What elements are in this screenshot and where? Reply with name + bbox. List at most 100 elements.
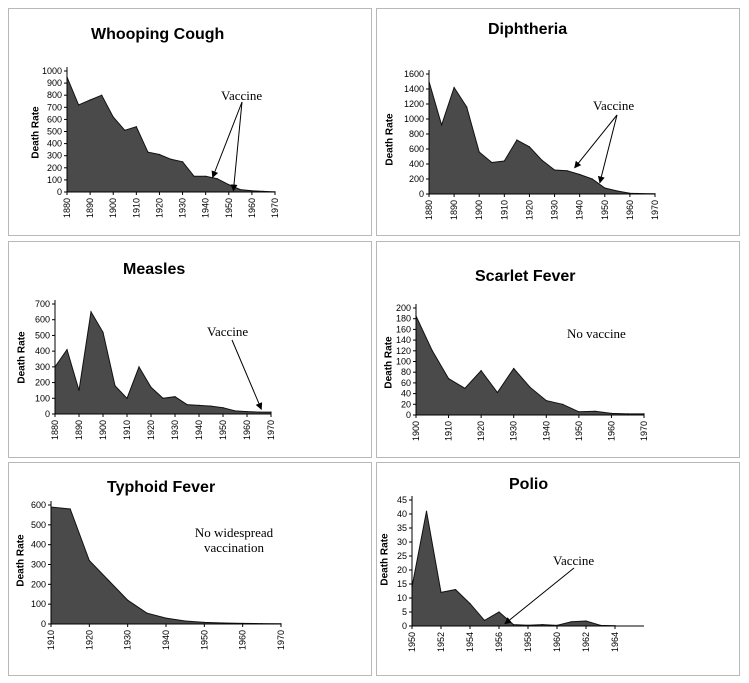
- x-tick-label: 1950: [224, 198, 234, 218]
- data-point: [228, 184, 230, 186]
- y-tick-label: 0: [45, 409, 50, 419]
- chart-panel-polio: Polio Death Rate Vaccine 0 5 10 15 20 25 30 35 4…: [376, 462, 740, 676]
- annotation-arrow: [574, 114, 618, 169]
- chart-panel-scarlet-fever: Scarlet Fever Death Rate No vaccine 0 20 4…: [376, 241, 740, 458]
- data-point: [498, 611, 500, 613]
- data-point: [198, 404, 200, 406]
- y-tick-label: 0: [41, 619, 46, 629]
- data-point: [234, 410, 236, 412]
- y-tick-label: 1200: [404, 99, 424, 109]
- x-tick-label: 1920: [146, 420, 156, 440]
- data-point: [585, 620, 587, 622]
- x-tick-label: 1940: [161, 630, 171, 650]
- data-point: [78, 389, 80, 391]
- data-point: [454, 589, 457, 591]
- data-point: [222, 407, 224, 409]
- x-tick-label: 1970: [270, 198, 280, 218]
- data-point: [591, 178, 593, 180]
- x-tick-label: 1960: [625, 200, 635, 220]
- y-tick-label: 600: [47, 114, 62, 124]
- chart-title: Whooping Cough: [91, 26, 225, 43]
- y-tick-label: 500: [35, 330, 50, 340]
- data-point: [440, 591, 442, 593]
- data-point: [527, 624, 529, 626]
- y-tick-label: 25: [397, 551, 407, 561]
- chart-annotation: Vaccine: [221, 88, 263, 103]
- data-point: [69, 508, 71, 510]
- data-point: [203, 621, 205, 623]
- y-tick-label: 200: [396, 303, 411, 313]
- y-tick-label: 600: [31, 500, 46, 510]
- x-tick-label: 1964: [610, 632, 620, 652]
- data-point: [513, 367, 515, 370]
- data-point: [162, 397, 164, 399]
- y-tick-label: 400: [47, 139, 62, 149]
- data-point: [170, 158, 172, 160]
- data-point: [643, 413, 645, 415]
- data-point: [566, 170, 568, 172]
- data-point: [216, 178, 218, 180]
- data-point: [126, 397, 128, 399]
- x-tick-label: 1970: [276, 630, 286, 650]
- y-tick-label: 35: [397, 523, 407, 533]
- data-point: [562, 403, 564, 405]
- y-tick-label: 160: [396, 324, 411, 334]
- data-point: [135, 126, 137, 128]
- y-tick-label: 5: [402, 607, 407, 617]
- chart-annotation: No widespread vaccination: [194, 525, 274, 555]
- data-point: [604, 187, 606, 189]
- y-tick-label: 140: [396, 335, 411, 345]
- y-tick-label: 100: [31, 599, 46, 609]
- data-point: [66, 349, 68, 351]
- x-tick-label: 1950: [218, 420, 228, 440]
- data-point: [491, 161, 493, 164]
- y-tick-label: 400: [35, 346, 50, 356]
- data-point: [453, 86, 455, 89]
- x-tick-label: 1890: [449, 200, 459, 220]
- y-tick-label: 120: [396, 346, 411, 356]
- x-tick-label: 1950: [600, 200, 610, 220]
- annotation-arrow: [504, 567, 575, 625]
- x-tick-label: 1900: [411, 421, 421, 441]
- series-area: [428, 81, 656, 195]
- data-point: [554, 169, 556, 171]
- data-point: [441, 124, 443, 126]
- chart-panel-typhoid-fever: Typhoid Fever Death Rate No widespread v…: [8, 462, 372, 676]
- chart-annotation: Vaccine: [553, 553, 595, 568]
- data-point: [541, 624, 544, 626]
- data-point: [101, 94, 103, 96]
- y-tick-label: 700: [35, 299, 50, 309]
- y-tick-label: 60: [401, 378, 411, 388]
- y-tick-label: 200: [409, 174, 424, 184]
- y-tick-label: 1400: [404, 84, 424, 94]
- y-tick-label: 40: [397, 509, 407, 519]
- data-point: [483, 619, 486, 621]
- y-tick-label: 20: [401, 399, 411, 409]
- x-tick-label: 1930: [550, 200, 560, 220]
- annotation-arrow: [597, 114, 618, 184]
- x-tick-label: 1900: [98, 420, 108, 440]
- chart-annotation: Vaccine: [207, 324, 249, 339]
- data-point: [464, 387, 466, 389]
- data-point: [239, 189, 241, 191]
- y-tick-label: 100: [47, 175, 62, 185]
- y-tick-label: 45: [397, 495, 407, 505]
- y-tick-label: 1600: [404, 69, 424, 79]
- x-tick-label: 1930: [170, 420, 180, 440]
- x-tick-label: 1930: [123, 630, 133, 650]
- data-point: [114, 385, 116, 387]
- y-tick-label: 0: [406, 410, 411, 420]
- chart-plot: 0 100 200 300 400 500 600 1910 1920 1930 1940 1950 1…: [31, 500, 286, 650]
- y-tick-label: 300: [31, 560, 46, 570]
- x-tick-label: 1910: [499, 200, 509, 220]
- chart-panel-diphtheria: Diphtheria Death Rate Vaccine 0 200 400 600…: [376, 8, 740, 236]
- data-point: [90, 311, 92, 313]
- data-point: [127, 599, 129, 601]
- x-tick-label: 1930: [509, 421, 519, 441]
- y-tick-label: 700: [47, 102, 62, 112]
- y-tick-label: 0: [57, 187, 62, 197]
- y-tick-label: 80: [401, 367, 411, 377]
- y-tick-label: 300: [35, 362, 50, 372]
- x-tick-label: 1930: [178, 198, 188, 218]
